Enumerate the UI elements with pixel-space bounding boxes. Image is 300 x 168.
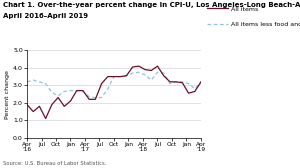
All items [81,90,85,92]
All items [87,98,91,100]
All items [174,81,178,83]
All items [75,90,79,92]
All items [199,81,203,83]
All items less food and energy [149,79,153,81]
All items less food and energy [81,90,85,92]
All items [137,65,141,67]
All items less food and energy [118,76,122,78]
All items less food and energy [44,83,47,85]
All items less food and energy [87,96,91,98]
All items [112,76,116,78]
All items less food and energy [174,81,178,83]
All items less food and energy [62,90,66,92]
All items [187,92,190,94]
All items less food and energy [50,91,54,93]
All items less food and energy [100,97,103,99]
All items [56,97,60,99]
All items [118,76,122,78]
Line: All items less food and energy: All items less food and energy [27,72,201,98]
All items [168,81,172,83]
All items less food and energy [131,72,134,74]
All items less food and energy [124,75,128,77]
All items [181,82,184,84]
All items [62,105,66,107]
All items less food and energy [168,83,172,85]
Text: All items less food and energy: All items less food and energy [231,22,300,27]
All items [156,65,159,67]
All items less food and energy [32,79,35,81]
Text: Chart 1. Over-the-year percent change in CPI-U, Los Angeles-Long Beach-Anaheim, : Chart 1. Over-the-year percent change in… [3,2,300,8]
Y-axis label: Percent change: Percent change [5,70,10,118]
All items less food and energy [69,90,72,92]
All items [131,66,134,68]
All items [162,75,166,77]
All items [44,118,47,120]
All items [38,105,41,107]
Text: Source: U.S. Bureau of Labor Statistics.: Source: U.S. Bureau of Labor Statistics. [3,161,106,166]
All items less food and energy [181,81,184,83]
All items less food and energy [56,95,60,97]
All items less food and energy [162,72,166,74]
All items [193,90,196,92]
Text: April 2016–April 2019: April 2016–April 2019 [3,13,88,19]
All items less food and energy [106,88,110,90]
All items [124,75,128,77]
All items less food and energy [156,71,159,73]
All items [25,103,29,106]
All items less food and energy [75,90,79,92]
All items [149,70,153,72]
All items [100,83,103,85]
All items less food and energy [38,81,41,83]
All items less food and energy [193,88,196,90]
All items [143,69,147,71]
All items [69,100,72,102]
All items [106,76,110,78]
All items less food and energy [137,71,141,73]
All items less food and energy [112,76,116,78]
All items less food and energy [94,97,97,99]
All items [50,103,54,106]
All items less food and energy [199,81,203,83]
Line: All items: All items [27,66,201,119]
All items less food and energy [187,83,190,85]
All items less food and energy [143,74,147,76]
All items [94,98,97,100]
Text: All items: All items [231,7,258,12]
All items [32,111,35,113]
All items less food and energy [25,81,29,83]
